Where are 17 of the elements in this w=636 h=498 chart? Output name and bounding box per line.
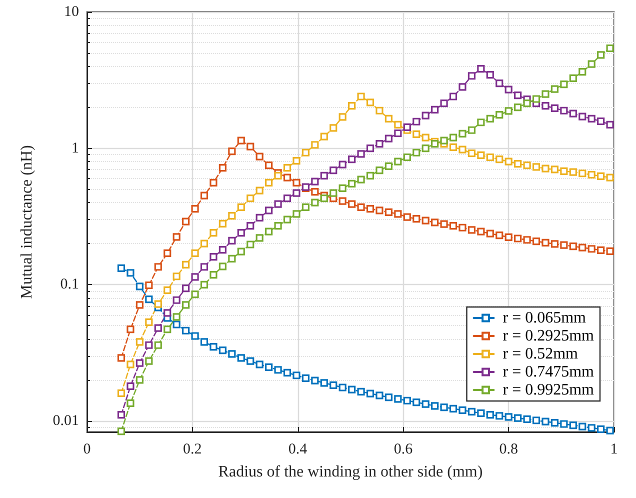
legend-label: r = 0.2925mm bbox=[502, 328, 595, 344]
x-tick-label: 0.4 bbox=[288, 442, 308, 458]
y-tick-label: 10 bbox=[64, 4, 79, 20]
y-axis-title: Mutual inductance (nH) bbox=[18, 145, 36, 299]
x-tick-label: 0.6 bbox=[394, 442, 414, 458]
y-tick-label: 0.01 bbox=[52, 412, 79, 429]
legend-label: r = 0.7475mm bbox=[502, 364, 595, 380]
legend-label: r = 0.9925mm bbox=[502, 382, 595, 398]
x-axis-title: Radius of the winding in other side (mm) bbox=[218, 464, 483, 480]
legend-label: r = 0.065mm bbox=[502, 310, 587, 326]
y-tick-label: 1 bbox=[72, 140, 79, 156]
y-tick-label: 0.1 bbox=[60, 276, 79, 293]
x-tick-label: 0.2 bbox=[183, 442, 202, 458]
x-tick-label: 1 bbox=[610, 442, 618, 458]
x-tick-label: 0.8 bbox=[499, 442, 518, 458]
x-tick-label: 0 bbox=[83, 442, 91, 458]
legend-label: r = 0.52mm bbox=[502, 346, 579, 362]
